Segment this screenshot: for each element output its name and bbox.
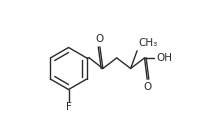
Text: OH: OH <box>156 53 172 63</box>
Text: O: O <box>143 82 151 92</box>
Text: CH₃: CH₃ <box>138 38 157 48</box>
Text: F: F <box>66 102 71 112</box>
Text: O: O <box>96 34 104 44</box>
